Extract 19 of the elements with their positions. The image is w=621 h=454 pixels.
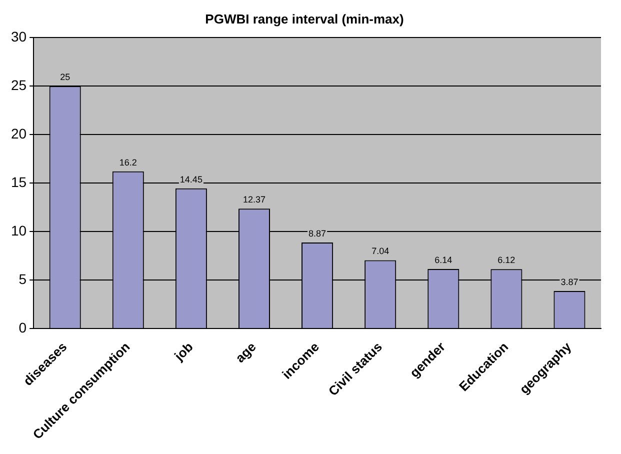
y-tick-label: 5	[18, 270, 27, 287]
y-tick-label: 15	[10, 174, 27, 190]
y-tick-label: 20	[10, 125, 27, 142]
y-tick-label: 30	[10, 28, 27, 44]
data-label: 7.04	[372, 246, 390, 256]
y-tick-label: 10	[10, 222, 27, 238]
x-tick-label: age	[232, 339, 259, 366]
data-label: 12.37	[242, 194, 266, 205]
data-label: 8.87	[308, 228, 326, 238]
data-label: 16.2	[119, 157, 137, 168]
data-label: 3.87	[560, 276, 578, 287]
y-tick-label: 25	[10, 76, 27, 93]
x-tick-label: job	[170, 339, 196, 364]
data-label: 14.45	[180, 174, 202, 184]
data-label: 6.14	[434, 254, 452, 265]
y-tick-label: 0	[18, 319, 27, 336]
data-label: 6.12	[498, 255, 516, 266]
data-label: 25	[60, 72, 70, 82]
chart-title: PGWBI range interval (min-max)	[205, 11, 404, 26]
